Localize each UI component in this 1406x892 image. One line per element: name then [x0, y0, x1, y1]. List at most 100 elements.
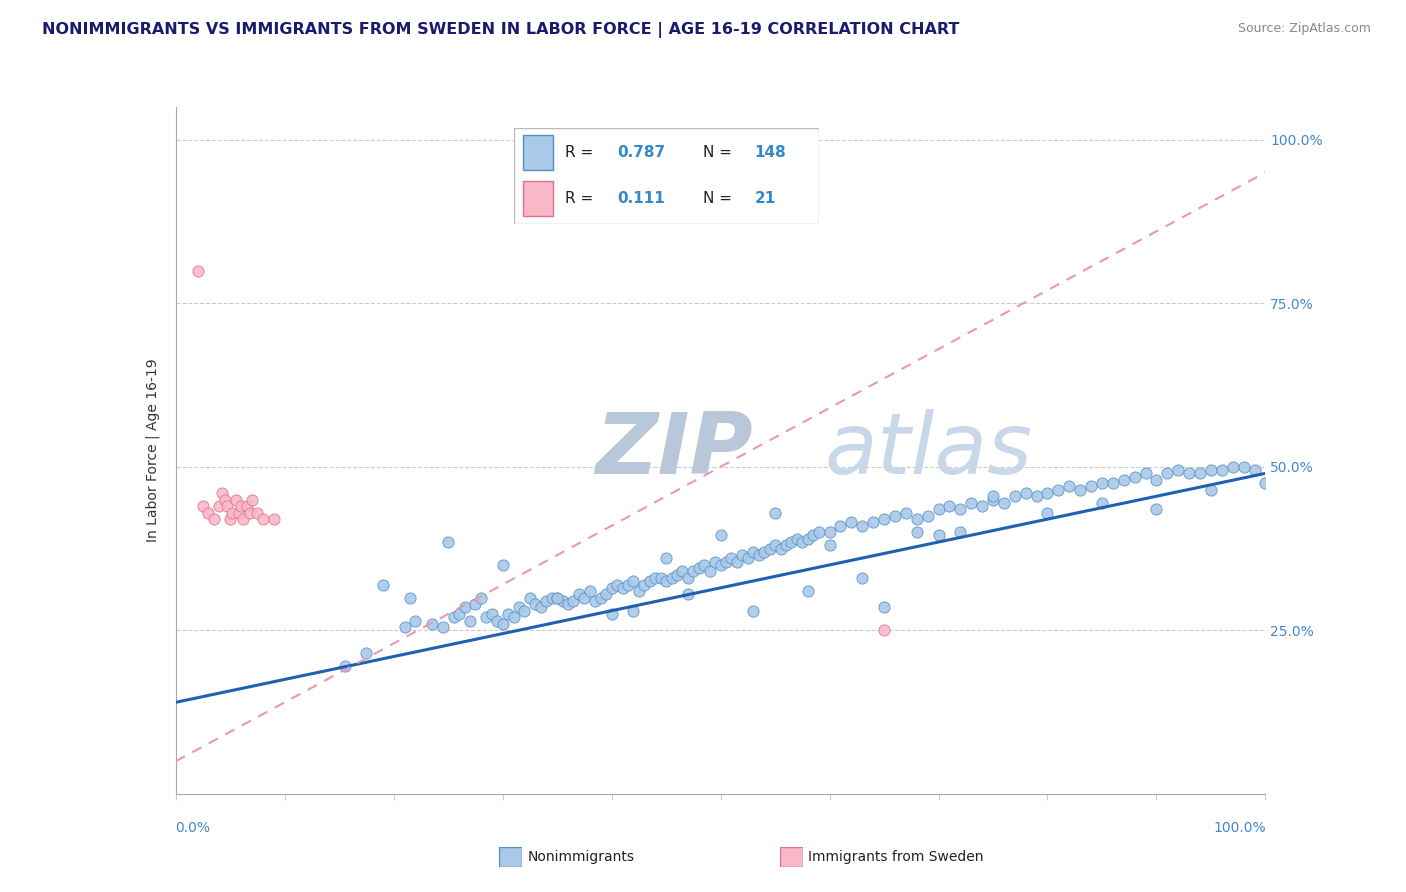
Text: NONIMMIGRANTS VS IMMIGRANTS FROM SWEDEN IN LABOR FORCE | AGE 16-19 CORRELATION C: NONIMMIGRANTS VS IMMIGRANTS FROM SWEDEN … — [42, 22, 959, 38]
Point — [214, 492, 236, 507]
Point — [830, 518, 852, 533]
Point — [399, 591, 422, 605]
Point — [699, 565, 721, 579]
FancyBboxPatch shape — [523, 181, 553, 216]
FancyBboxPatch shape — [513, 128, 818, 224]
Point — [211, 486, 233, 500]
Point — [818, 525, 841, 540]
Point — [633, 577, 655, 591]
Point — [191, 499, 214, 513]
Point — [551, 594, 574, 608]
Point — [534, 594, 557, 608]
Point — [1254, 476, 1277, 491]
Point — [862, 516, 884, 530]
Point — [775, 538, 797, 552]
Point — [219, 512, 242, 526]
Point — [530, 600, 553, 615]
Point — [208, 499, 231, 513]
Point — [186, 263, 209, 277]
FancyBboxPatch shape — [523, 136, 553, 170]
Point — [666, 567, 689, 582]
Text: Source: ZipAtlas.com: Source: ZipAtlas.com — [1237, 22, 1371, 36]
Point — [960, 496, 983, 510]
Point — [583, 594, 606, 608]
Point — [1135, 467, 1157, 481]
Point — [894, 506, 917, 520]
Point — [1232, 459, 1256, 474]
Point — [737, 551, 759, 566]
Point — [704, 555, 727, 569]
Point — [235, 499, 257, 513]
Text: 0.787: 0.787 — [617, 145, 665, 161]
Point — [568, 587, 591, 601]
Point — [1080, 479, 1102, 493]
Point — [748, 548, 770, 562]
Point — [502, 610, 524, 624]
Point — [758, 541, 780, 556]
Point — [356, 646, 378, 660]
Point — [638, 574, 661, 589]
Point — [519, 591, 541, 605]
Point — [481, 607, 503, 621]
Text: 0.111: 0.111 — [617, 191, 665, 206]
Point — [720, 551, 742, 566]
Point — [841, 516, 863, 530]
Point — [617, 577, 640, 591]
Point — [371, 577, 394, 591]
Point — [1199, 483, 1222, 497]
Point — [769, 541, 792, 556]
Text: ZIP: ZIP — [595, 409, 752, 492]
Point — [1178, 467, 1201, 481]
Point — [742, 545, 765, 559]
Point — [540, 591, 562, 605]
Point — [873, 624, 896, 638]
Point — [1199, 463, 1222, 477]
Point — [437, 535, 460, 549]
Point — [796, 584, 818, 599]
Text: 100.0%: 100.0% — [1213, 822, 1267, 835]
Point — [263, 512, 285, 526]
Point — [595, 587, 617, 601]
Point — [1243, 463, 1265, 477]
Point — [579, 584, 602, 599]
Point — [486, 614, 509, 628]
Point — [621, 574, 644, 589]
Text: N =: N = — [703, 145, 737, 161]
Point — [981, 489, 1004, 503]
Point — [470, 591, 492, 605]
Text: Immigrants from Sweden: Immigrants from Sweden — [808, 850, 984, 864]
Point — [949, 525, 972, 540]
Y-axis label: In Labor Force | Age 16-19: In Labor Force | Age 16-19 — [145, 359, 160, 542]
Point — [574, 591, 596, 605]
Point — [1102, 476, 1125, 491]
Point — [905, 512, 928, 526]
Point — [1211, 463, 1233, 477]
Point — [202, 512, 225, 526]
Point — [801, 528, 824, 542]
Point — [562, 594, 585, 608]
Point — [851, 518, 873, 533]
Point — [807, 525, 830, 540]
Point — [725, 555, 748, 569]
Text: 148: 148 — [755, 145, 786, 161]
Text: 21: 21 — [755, 191, 776, 206]
Point — [1167, 463, 1189, 477]
Point — [453, 600, 475, 615]
Point — [1015, 486, 1038, 500]
Point — [655, 574, 678, 589]
Text: N =: N = — [703, 191, 737, 206]
Point — [780, 535, 803, 549]
Point — [1057, 479, 1080, 493]
Point — [508, 600, 530, 615]
Point — [917, 508, 939, 523]
Point — [693, 558, 716, 572]
Point — [600, 581, 623, 595]
Point — [682, 565, 704, 579]
Text: atlas: atlas — [824, 409, 1032, 492]
Point — [1091, 476, 1114, 491]
Point — [394, 620, 416, 634]
Point — [252, 512, 274, 526]
Point — [742, 604, 765, 618]
Point — [443, 610, 465, 624]
Point — [627, 584, 650, 599]
